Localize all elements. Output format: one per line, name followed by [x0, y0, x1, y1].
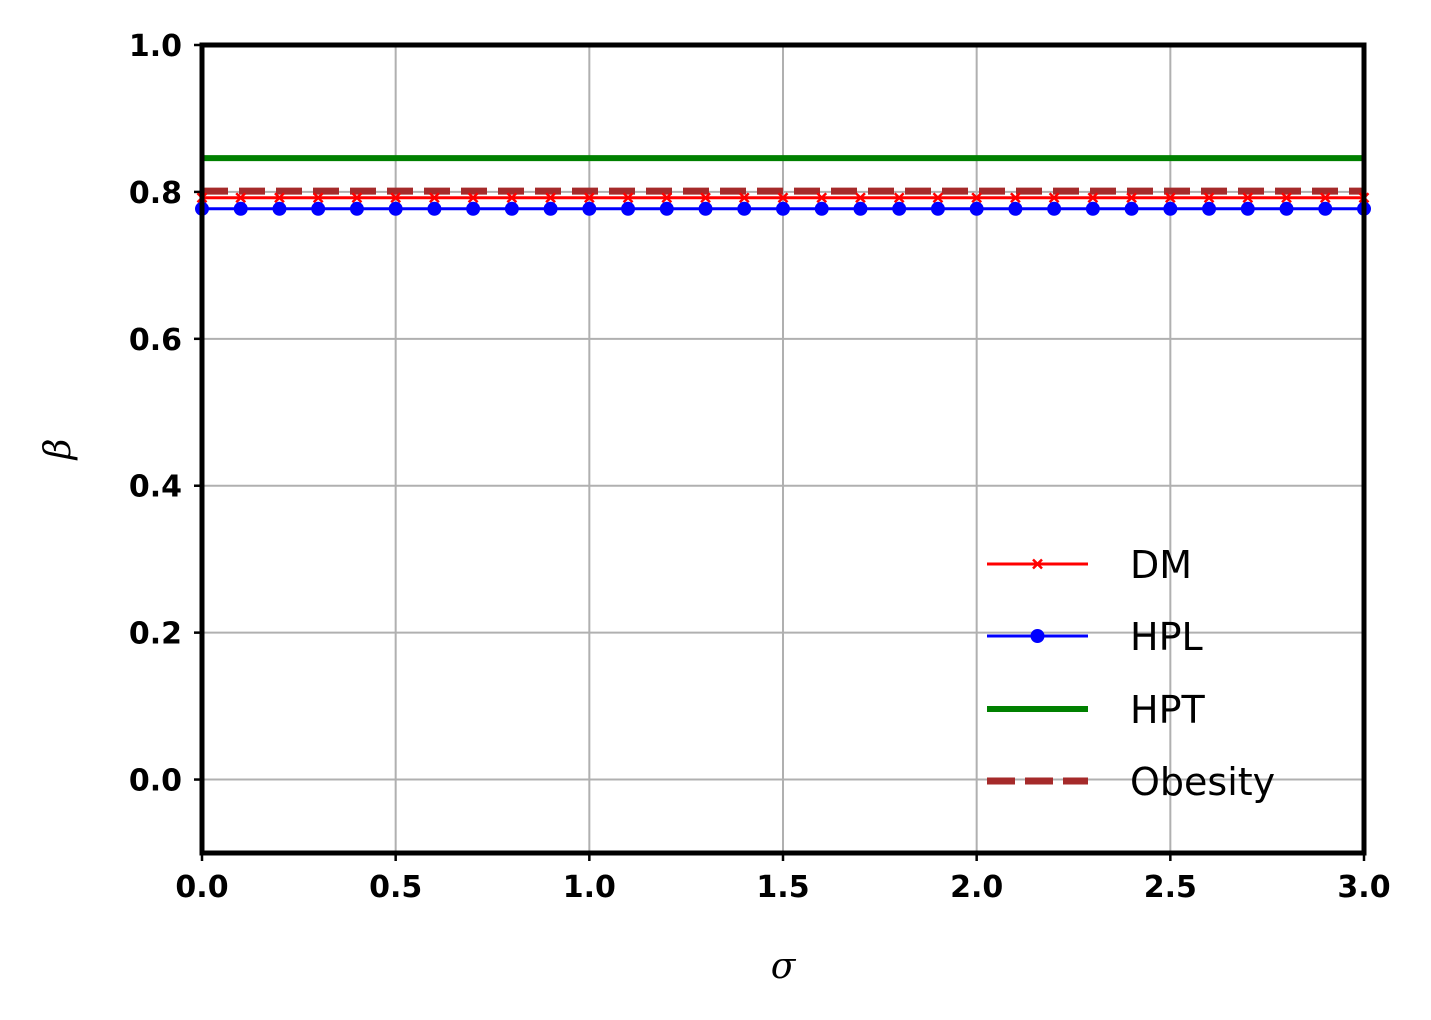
plot-series	[195, 155, 1371, 216]
y-tick-label: 0.4	[129, 470, 182, 505]
axis-ticks: 0.0 0.5 1.0 1.5 2.0 2.5 3.0 0.0 0.2 0.4 0.6 0.8 1.0	[129, 29, 1391, 905]
data-point	[1124, 201, 1139, 216]
data-point	[466, 201, 481, 216]
data-point	[1010, 192, 1021, 204]
data-point	[1163, 201, 1178, 216]
data-point	[659, 201, 674, 216]
data-point	[1164, 192, 1176, 204]
data-point	[621, 201, 636, 216]
data-point	[814, 201, 829, 216]
data-point	[543, 201, 558, 216]
data-point	[311, 201, 326, 216]
data-point	[235, 192, 247, 204]
data-point	[1085, 201, 1100, 216]
data-point	[855, 192, 866, 204]
data-point	[545, 192, 556, 204]
legend-item: HPT	[987, 688, 1205, 732]
data-point	[390, 192, 402, 204]
data-point	[1318, 201, 1333, 216]
legend-label: HPT	[1130, 688, 1205, 732]
data-point	[932, 192, 944, 204]
legend-label: Obesity	[1130, 760, 1275, 804]
legend-item: Obesity	[987, 760, 1275, 804]
y-axis-label: β	[38, 439, 79, 462]
x-axis-label: σ	[771, 946, 797, 987]
data-point	[1242, 192, 1254, 204]
data-point	[274, 192, 285, 204]
data-point	[661, 192, 673, 204]
data-point	[427, 201, 442, 216]
data-point	[1319, 192, 1331, 204]
data-point	[272, 201, 287, 216]
legend-marker	[1030, 629, 1045, 643]
data-point	[893, 192, 905, 204]
data-point	[971, 192, 983, 204]
y-tick-label: 1.0	[129, 29, 182, 64]
x-tick-label: 0.0	[175, 870, 228, 905]
data-point	[738, 192, 750, 204]
data-point	[969, 201, 984, 216]
data-point	[853, 201, 868, 216]
data-point	[737, 201, 752, 216]
data-point	[816, 192, 828, 204]
data-point	[429, 192, 440, 204]
legend-marker	[1032, 558, 1043, 570]
y-tick-label: 0.0	[129, 764, 182, 799]
y-tick-label: 0.6	[129, 323, 182, 358]
data-point	[1281, 192, 1292, 204]
data-point	[349, 201, 364, 216]
data-point	[700, 192, 711, 204]
x-tick-label: 2.5	[1144, 870, 1197, 905]
data-point	[582, 201, 597, 216]
data-point	[1087, 192, 1099, 204]
data-point	[930, 201, 945, 216]
data-point	[698, 201, 713, 216]
data-point	[1048, 192, 1060, 204]
data-point	[467, 192, 479, 204]
data-point	[1008, 201, 1023, 216]
x-tick-label: 0.5	[369, 870, 422, 905]
y-tick-label: 0.8	[129, 176, 182, 211]
data-point	[504, 201, 519, 216]
data-point	[1126, 192, 1137, 204]
data-point	[233, 201, 248, 216]
data-point	[583, 192, 595, 204]
legend-label: DM	[1130, 543, 1192, 587]
x-tick-label: 2.0	[950, 870, 1003, 905]
data-point	[1202, 201, 1217, 216]
data-point	[312, 192, 324, 204]
x-tick-label: 1.5	[756, 870, 809, 905]
data-point	[506, 192, 518, 204]
y-tick-label: 0.2	[129, 617, 182, 652]
data-point	[388, 201, 403, 216]
data-point	[776, 201, 790, 216]
data-point	[1279, 201, 1294, 216]
data-point	[1047, 201, 1062, 216]
series-hpl	[195, 201, 1371, 216]
data-point	[1203, 192, 1215, 204]
x-tick-label: 1.0	[563, 870, 616, 905]
series-dm	[196, 192, 1370, 204]
data-point	[1240, 201, 1255, 216]
legend-label: HPL	[1130, 615, 1203, 659]
legend-item: HPL	[987, 615, 1203, 659]
data-point	[351, 192, 363, 204]
data-point	[622, 192, 634, 204]
legend-item: DM	[987, 543, 1192, 587]
x-tick-label: 3.0	[1337, 870, 1390, 905]
legend: DM HPL HPT Obesity	[987, 543, 1275, 804]
data-point	[892, 201, 907, 216]
data-point	[777, 192, 789, 204]
